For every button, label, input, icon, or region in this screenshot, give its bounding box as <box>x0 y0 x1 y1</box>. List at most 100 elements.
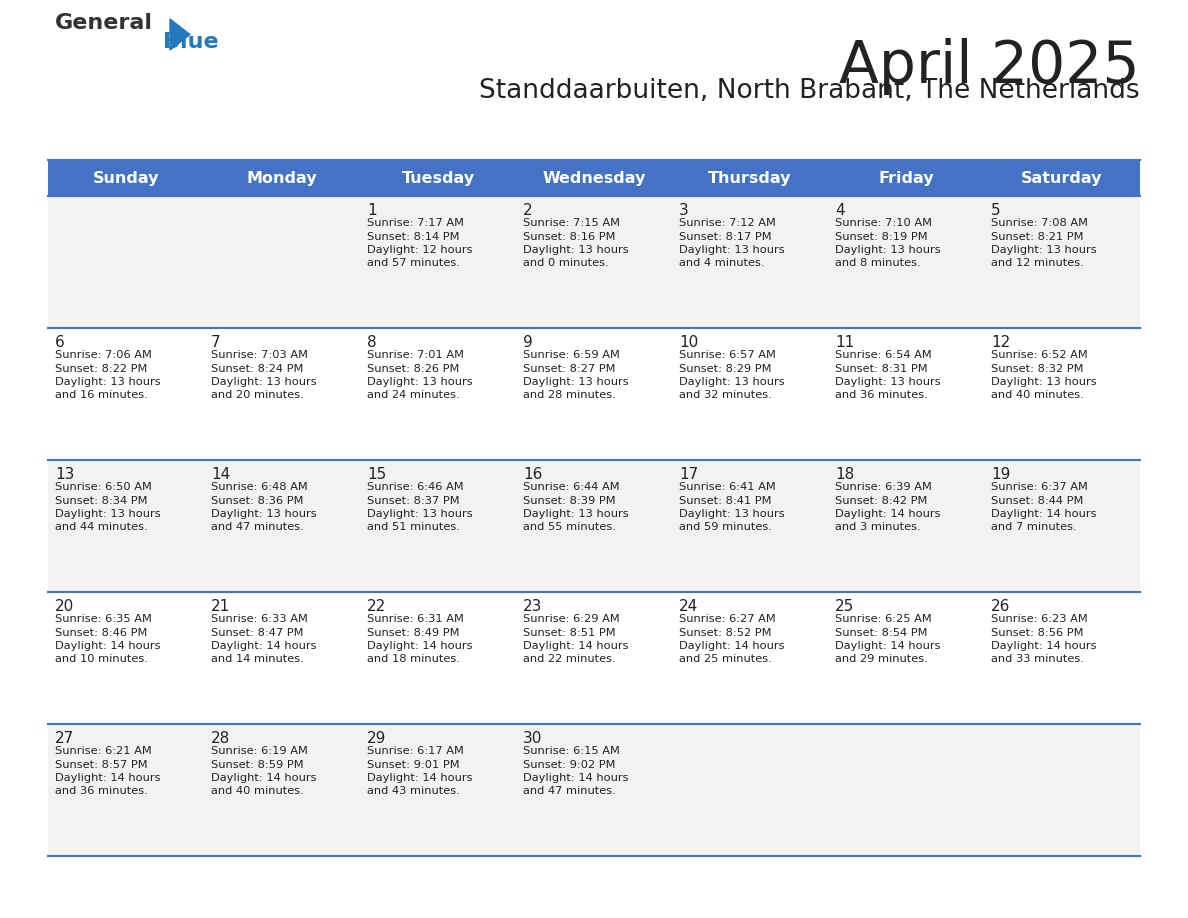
Text: 17: 17 <box>680 467 699 482</box>
Text: Sunrise: 6:44 AM: Sunrise: 6:44 AM <box>523 482 620 492</box>
Text: Sunrise: 6:52 AM: Sunrise: 6:52 AM <box>991 350 1088 360</box>
Text: and 33 minutes.: and 33 minutes. <box>991 655 1083 665</box>
Text: Sunset: 8:49 PM: Sunset: 8:49 PM <box>367 628 460 637</box>
Text: Daylight: 14 hours: Daylight: 14 hours <box>835 641 941 651</box>
Text: Sunrise: 6:41 AM: Sunrise: 6:41 AM <box>680 482 776 492</box>
Text: Sunset: 8:21 PM: Sunset: 8:21 PM <box>991 231 1083 241</box>
Text: Sunset: 8:41 PM: Sunset: 8:41 PM <box>680 496 771 506</box>
Text: Daylight: 13 hours: Daylight: 13 hours <box>835 245 941 255</box>
Text: Sunset: 8:22 PM: Sunset: 8:22 PM <box>55 364 147 374</box>
Text: and 18 minutes.: and 18 minutes. <box>367 655 460 665</box>
Text: Sunrise: 6:15 AM: Sunrise: 6:15 AM <box>523 746 620 756</box>
Text: Daylight: 13 hours: Daylight: 13 hours <box>523 509 628 519</box>
Text: Daylight: 13 hours: Daylight: 13 hours <box>835 377 941 387</box>
Text: Sunset: 8:27 PM: Sunset: 8:27 PM <box>523 364 615 374</box>
Text: 12: 12 <box>991 335 1010 350</box>
Text: Daylight: 13 hours: Daylight: 13 hours <box>55 509 160 519</box>
Text: 2: 2 <box>523 203 532 218</box>
Text: and 51 minutes.: and 51 minutes. <box>367 522 460 532</box>
Text: and 10 minutes.: and 10 minutes. <box>55 655 147 665</box>
Text: Sunrise: 6:19 AM: Sunrise: 6:19 AM <box>211 746 308 756</box>
Text: and 40 minutes.: and 40 minutes. <box>991 390 1083 400</box>
Text: Sunset: 8:26 PM: Sunset: 8:26 PM <box>367 364 460 374</box>
Text: 15: 15 <box>367 467 386 482</box>
Text: Sunrise: 6:46 AM: Sunrise: 6:46 AM <box>367 482 463 492</box>
Text: Sunset: 8:54 PM: Sunset: 8:54 PM <box>835 628 928 637</box>
Text: Sunset: 9:01 PM: Sunset: 9:01 PM <box>367 759 460 769</box>
Text: Sunset: 8:56 PM: Sunset: 8:56 PM <box>991 628 1083 637</box>
Text: 1: 1 <box>367 203 377 218</box>
Text: Sunset: 8:57 PM: Sunset: 8:57 PM <box>55 759 147 769</box>
Text: Daylight: 14 hours: Daylight: 14 hours <box>680 641 784 651</box>
Bar <box>48 460 1140 592</box>
Text: Daylight: 13 hours: Daylight: 13 hours <box>211 509 317 519</box>
Text: Daylight: 13 hours: Daylight: 13 hours <box>523 377 628 387</box>
Text: 11: 11 <box>835 335 854 350</box>
Text: Sunset: 8:47 PM: Sunset: 8:47 PM <box>211 628 303 637</box>
Text: Sunrise: 6:57 AM: Sunrise: 6:57 AM <box>680 350 776 360</box>
Text: and 25 minutes.: and 25 minutes. <box>680 655 772 665</box>
Bar <box>48 160 1140 196</box>
Text: Daylight: 13 hours: Daylight: 13 hours <box>367 377 473 387</box>
Text: Sunset: 8:39 PM: Sunset: 8:39 PM <box>523 496 615 506</box>
Text: 9: 9 <box>523 335 532 350</box>
Text: Sunset: 8:37 PM: Sunset: 8:37 PM <box>367 496 460 506</box>
Text: Sunset: 8:34 PM: Sunset: 8:34 PM <box>55 496 147 506</box>
Text: Sunrise: 7:17 AM: Sunrise: 7:17 AM <box>367 218 465 228</box>
Text: Sunset: 8:29 PM: Sunset: 8:29 PM <box>680 364 771 374</box>
Text: Sunset: 8:24 PM: Sunset: 8:24 PM <box>211 364 303 374</box>
Text: and 0 minutes.: and 0 minutes. <box>523 259 608 268</box>
Text: and 28 minutes.: and 28 minutes. <box>523 390 615 400</box>
Text: General: General <box>55 13 153 33</box>
Text: 18: 18 <box>835 467 854 482</box>
Text: Sunset: 8:17 PM: Sunset: 8:17 PM <box>680 231 772 241</box>
Text: and 44 minutes.: and 44 minutes. <box>55 522 147 532</box>
Bar <box>48 196 1140 328</box>
Text: Daylight: 13 hours: Daylight: 13 hours <box>211 377 317 387</box>
Text: Sunrise: 6:25 AM: Sunrise: 6:25 AM <box>835 614 931 624</box>
Text: Sunset: 8:32 PM: Sunset: 8:32 PM <box>991 364 1083 374</box>
Text: 27: 27 <box>55 731 74 746</box>
Text: Daylight: 14 hours: Daylight: 14 hours <box>55 641 160 651</box>
Text: Sunset: 8:52 PM: Sunset: 8:52 PM <box>680 628 771 637</box>
Text: and 59 minutes.: and 59 minutes. <box>680 522 772 532</box>
Text: and 3 minutes.: and 3 minutes. <box>835 522 921 532</box>
Text: and 12 minutes.: and 12 minutes. <box>991 259 1083 268</box>
Text: Sunset: 8:19 PM: Sunset: 8:19 PM <box>835 231 928 241</box>
Text: Tuesday: Tuesday <box>402 171 474 185</box>
Text: Sunset: 8:42 PM: Sunset: 8:42 PM <box>835 496 928 506</box>
Text: Friday: Friday <box>878 171 934 185</box>
Text: Sunrise: 7:15 AM: Sunrise: 7:15 AM <box>523 218 620 228</box>
Text: 23: 23 <box>523 599 543 614</box>
Text: 3: 3 <box>680 203 689 218</box>
Text: and 36 minutes.: and 36 minutes. <box>835 390 928 400</box>
Text: Sunrise: 7:03 AM: Sunrise: 7:03 AM <box>211 350 308 360</box>
Text: Sunrise: 6:59 AM: Sunrise: 6:59 AM <box>523 350 620 360</box>
Text: Thursday: Thursday <box>708 171 791 185</box>
Text: Sunrise: 7:08 AM: Sunrise: 7:08 AM <box>991 218 1088 228</box>
Text: Daylight: 14 hours: Daylight: 14 hours <box>991 509 1097 519</box>
Text: Sunset: 8:14 PM: Sunset: 8:14 PM <box>367 231 460 241</box>
Text: Daylight: 13 hours: Daylight: 13 hours <box>523 245 628 255</box>
Text: Sunrise: 7:10 AM: Sunrise: 7:10 AM <box>835 218 933 228</box>
Text: Sunrise: 6:31 AM: Sunrise: 6:31 AM <box>367 614 463 624</box>
Text: Sunrise: 6:35 AM: Sunrise: 6:35 AM <box>55 614 152 624</box>
Text: Sunset: 8:36 PM: Sunset: 8:36 PM <box>211 496 303 506</box>
Text: 7: 7 <box>211 335 221 350</box>
Text: 22: 22 <box>367 599 386 614</box>
Text: Sunrise: 6:39 AM: Sunrise: 6:39 AM <box>835 482 931 492</box>
Text: and 8 minutes.: and 8 minutes. <box>835 259 921 268</box>
Text: 29: 29 <box>367 731 386 746</box>
Text: Daylight: 13 hours: Daylight: 13 hours <box>55 377 160 387</box>
Text: Daylight: 14 hours: Daylight: 14 hours <box>523 773 628 783</box>
Text: 10: 10 <box>680 335 699 350</box>
Text: and 40 minutes.: and 40 minutes. <box>211 787 304 797</box>
Text: Wednesday: Wednesday <box>542 171 646 185</box>
Text: Sunset: 8:44 PM: Sunset: 8:44 PM <box>991 496 1083 506</box>
Text: Daylight: 14 hours: Daylight: 14 hours <box>835 509 941 519</box>
Text: 5: 5 <box>991 203 1000 218</box>
Text: 21: 21 <box>211 599 230 614</box>
Text: 14: 14 <box>211 467 230 482</box>
Text: 19: 19 <box>991 467 1010 482</box>
Text: and 20 minutes.: and 20 minutes. <box>211 390 304 400</box>
